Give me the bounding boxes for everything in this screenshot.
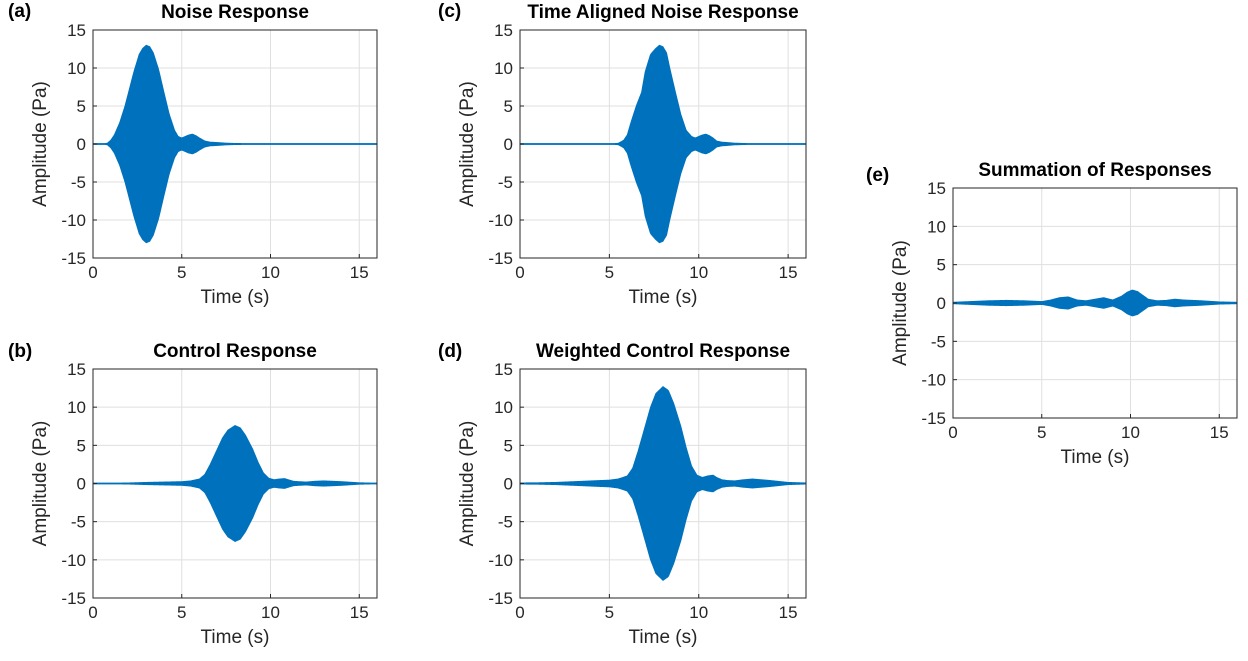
chart-title: Control Response — [153, 341, 317, 362]
panel-label: (d) — [438, 341, 462, 362]
x-tick-label: 15 — [1210, 423, 1229, 442]
panel-c: 0 5 10 15 -15 -10 -5 0 5 10 15 Time (s) Amplitude (P… — [438, 1, 807, 308]
x-tick-label: 5 — [605, 603, 614, 622]
x-tick-label: 10 — [261, 263, 280, 282]
y-axis-label: Amplitude (Pa) — [890, 240, 911, 366]
chart-title: Time Aligned Noise Response — [527, 2, 798, 23]
y-tick-label: 0 — [77, 475, 86, 494]
y-tick-label: 10 — [494, 398, 513, 417]
y-tick-label: -15 — [488, 249, 513, 268]
y-tick-label: 15 — [67, 21, 86, 40]
y-tick-label: 10 — [494, 59, 513, 78]
panel-label: (e) — [866, 165, 889, 186]
y-tick-label: 5 — [504, 436, 513, 455]
y-axis-label: Amplitude (Pa) — [30, 421, 51, 547]
x-tick-label: 10 — [689, 263, 708, 282]
y-tick-label: 0 — [77, 135, 86, 154]
x-tick-label: 15 — [350, 263, 369, 282]
x-axis-label: Time (s) — [1061, 447, 1130, 468]
y-tick-label: -15 — [61, 589, 86, 608]
y-tick-label: 15 — [67, 360, 86, 379]
y-tick-label: 10 — [67, 398, 86, 417]
y-tick-label: -15 — [61, 249, 86, 268]
y-tick-label: -10 — [488, 211, 513, 230]
y-tick-label: 5 — [77, 436, 86, 455]
y-tick-label: -10 — [61, 551, 86, 570]
panel-b: 0 5 10 15 -15 -10 -5 0 5 10 15 Time (s) Amplitude (P… — [8, 341, 378, 648]
y-tick-label: 15 — [494, 21, 513, 40]
y-tick-label: -10 — [488, 551, 513, 570]
x-tick-label: 15 — [779, 263, 798, 282]
y-tick-label: -10 — [61, 211, 86, 230]
y-axis-label: Amplitude (Pa) — [457, 81, 478, 207]
x-tick-label: 0 — [88, 263, 97, 282]
y-tick-label: -5 — [71, 513, 86, 532]
panel-label: (c) — [438, 1, 461, 22]
chart-title: Noise Response — [161, 2, 309, 23]
y-tick-label: -5 — [498, 513, 513, 532]
y-axis-label: Amplitude (Pa) — [457, 421, 478, 547]
x-tick-label: 10 — [689, 603, 708, 622]
panel-label: (b) — [8, 341, 32, 362]
x-axis-label: Time (s) — [629, 627, 698, 648]
chart-title: Summation of Responses — [978, 160, 1211, 181]
x-tick-label: 0 — [88, 603, 97, 622]
y-tick-label: -5 — [931, 332, 946, 351]
y-tick-label: 0 — [504, 475, 513, 494]
y-tick-label: -15 — [488, 589, 513, 608]
y-tick-label: 5 — [937, 256, 946, 275]
y-tick-label: -5 — [71, 173, 86, 192]
y-tick-label: -5 — [498, 173, 513, 192]
y-tick-label: -10 — [921, 371, 946, 390]
x-axis-label: Time (s) — [201, 287, 270, 308]
chart-title: Weighted Control Response — [536, 341, 790, 362]
x-tick-label: 15 — [350, 603, 369, 622]
x-tick-label: 0 — [515, 263, 524, 282]
x-tick-label: 5 — [605, 263, 614, 282]
x-tick-label: 5 — [177, 603, 186, 622]
x-tick-label: 5 — [177, 263, 186, 282]
x-tick-label: 10 — [261, 603, 280, 622]
y-tick-label: 5 — [77, 97, 86, 116]
panel-label: (a) — [8, 1, 31, 22]
x-axis-label: Time (s) — [629, 287, 698, 308]
y-tick-label: 10 — [927, 217, 946, 236]
y-tick-label: 15 — [494, 360, 513, 379]
y-tick-label: 5 — [504, 97, 513, 116]
y-tick-label: 10 — [67, 59, 86, 78]
x-tick-label: 0 — [948, 423, 957, 442]
panel-d: 0 5 10 15 -15 -10 -5 0 5 10 15 Time (s) Amplitude (P… — [438, 341, 807, 648]
y-tick-label: -15 — [921, 409, 946, 428]
y-tick-label: 0 — [504, 135, 513, 154]
panel-e: 0 5 10 15 -15 -10 -5 0 5 10 15 Time (s) Amplitude (P… — [866, 160, 1238, 468]
x-axis-label: Time (s) — [201, 627, 270, 648]
x-tick-label: 0 — [515, 603, 524, 622]
y-axis-label: Amplitude (Pa) — [30, 81, 51, 207]
y-tick-label: 15 — [927, 179, 946, 198]
x-tick-label: 10 — [1121, 423, 1140, 442]
panel-a: 0 5 10 15 -15 -10 -5 0 5 10 15 Time (s) Amplitude (P… — [8, 1, 378, 308]
x-tick-label: 5 — [1037, 423, 1046, 442]
x-tick-label: 15 — [779, 603, 798, 622]
y-tick-label: 0 — [937, 294, 946, 313]
